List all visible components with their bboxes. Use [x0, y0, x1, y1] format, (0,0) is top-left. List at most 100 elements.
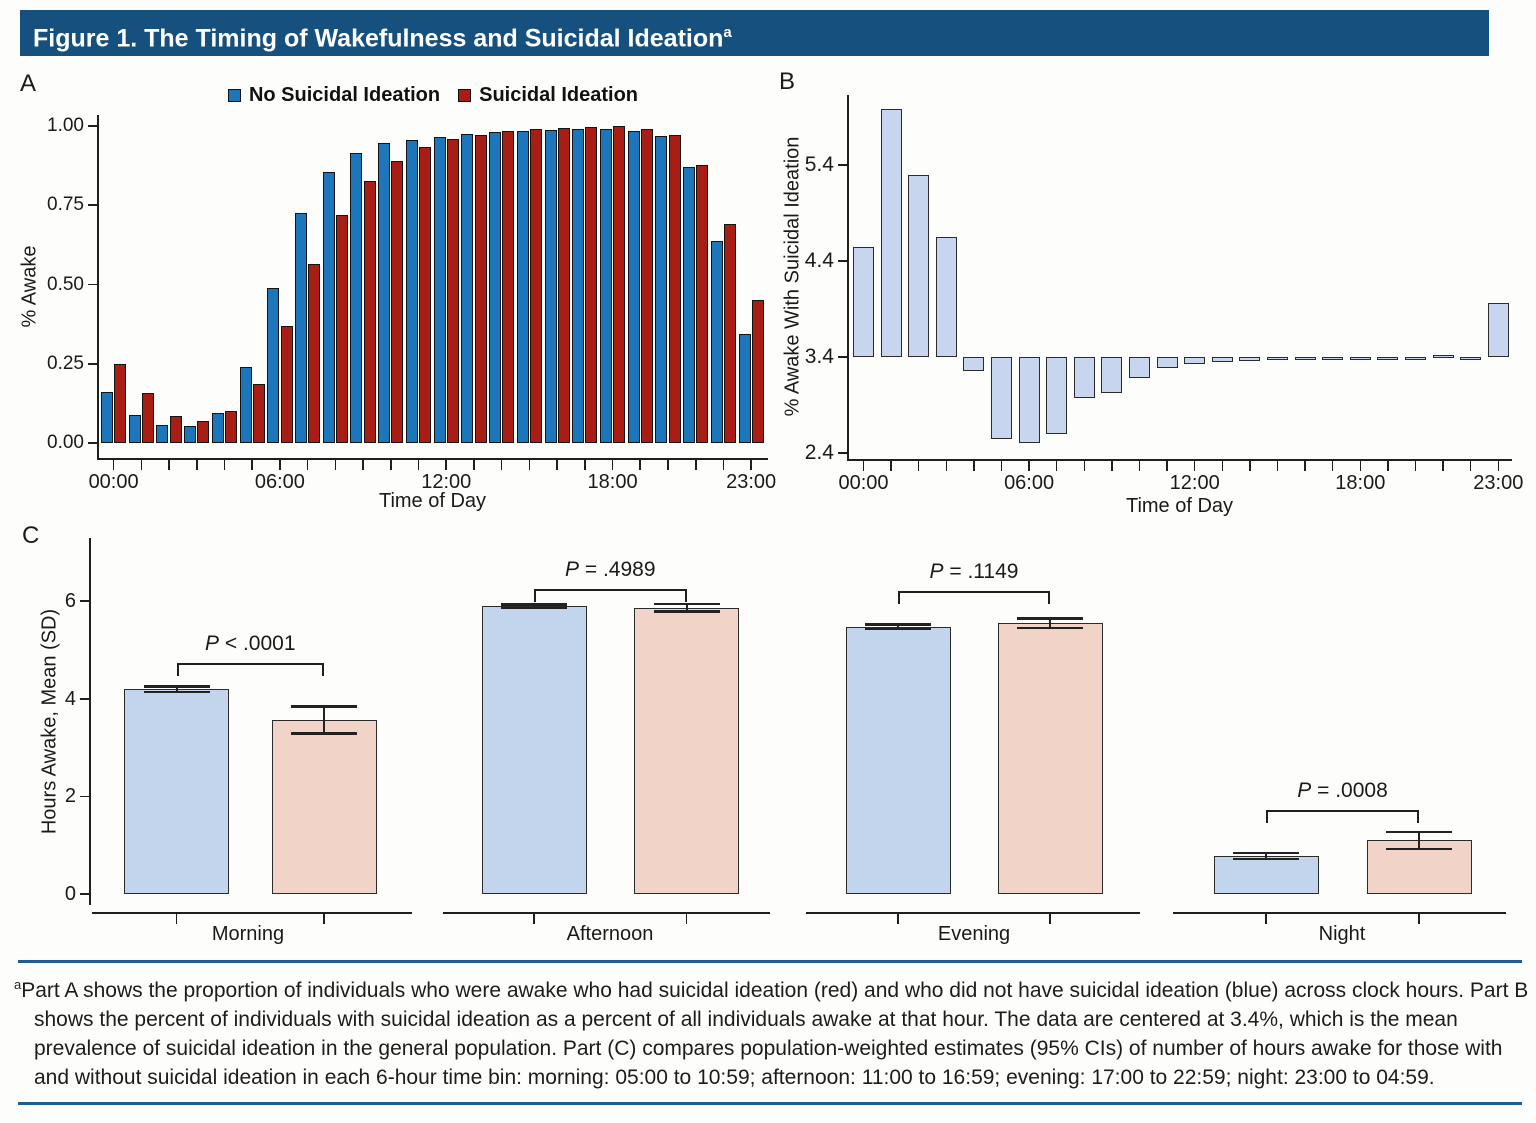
panel-b-x-tick-label: 00:00	[838, 472, 889, 494]
panel-a-y-tick-label: 0.25	[47, 352, 84, 374]
error-bar-cap-top	[501, 603, 567, 606]
bar-no-si-afternoon	[481, 606, 587, 894]
panel-b-x-tick	[1497, 459, 1500, 471]
bar-no-si-12:00	[433, 137, 446, 443]
panel-a-x-tick	[168, 458, 170, 470]
panel-a-y-tick-label: 0.50	[47, 273, 84, 295]
panel-b-x-tick	[1055, 459, 1058, 471]
panel-a-y-axis	[97, 115, 99, 458]
error-bar-cap-bottom	[865, 628, 931, 631]
panel-a-x-tick-label: 23:00	[726, 471, 777, 493]
panel-b-x-tick	[1221, 459, 1224, 471]
bar-si-05:00	[252, 384, 265, 443]
bar-no-si-01:00	[128, 415, 141, 443]
footnote-superscript: a	[14, 977, 22, 992]
bar-no-si-09:00	[350, 152, 363, 443]
panel-b-y-tick-label: 4.4	[804, 249, 834, 272]
p-value-label: P = .4989	[565, 558, 656, 581]
panel-a-x-tick	[722, 458, 725, 470]
bar-si-pct-16:00	[1294, 357, 1316, 360]
p-bracket-tick-left	[176, 663, 179, 677]
panel-a-x-axis-title: Time of Day	[378, 490, 487, 512]
panel-b-x-tick-label: 06:00	[1004, 472, 1055, 494]
error-bar-line	[1418, 832, 1420, 849]
panel-a-x-tick	[667, 458, 669, 470]
error-bar-cap-top	[1017, 617, 1083, 620]
bar-no-si-02:00	[156, 425, 169, 443]
bar-no-si-13:00	[461, 133, 474, 443]
panel-b-x-tick	[1469, 459, 1472, 471]
panel-b-x-tick	[1083, 459, 1086, 471]
panel-a-x-tick	[195, 458, 198, 470]
bar-si-03:00	[197, 420, 210, 443]
bar-no-si-evening	[845, 626, 951, 894]
bar-si-pct-01:00	[880, 109, 902, 357]
bar-si-18:00	[613, 126, 626, 443]
bar-si-10:00	[391, 160, 404, 443]
panel-b-x-tick-label: 12:00	[1169, 472, 1220, 494]
bar-no-si-15:00	[516, 130, 529, 443]
p-bracket	[1266, 810, 1419, 813]
panel-b-x-tick-label: 23:00	[1473, 472, 1524, 494]
error-bar-cap-bottom	[291, 732, 357, 735]
error-bar-line	[175, 686, 178, 692]
panel-a-y-axis-title: % Awake	[18, 245, 41, 328]
panel-b-x-axis-title: Time of Day	[1125, 495, 1234, 517]
bar-si-11:00	[419, 146, 432, 443]
panel-b-x-tick	[1000, 459, 1003, 471]
panel-b-y-tick-label: 3.4	[804, 345, 834, 368]
error-bar-line	[897, 624, 899, 629]
panel-a-y-tick	[88, 204, 97, 207]
bar-si-pct-21:00	[1432, 355, 1454, 358]
panel-b-x-tick	[1331, 459, 1334, 471]
p-bracket-tick-right	[1417, 810, 1419, 824]
p-bracket-tick-right	[1048, 591, 1050, 605]
error-bar-line	[533, 604, 535, 609]
panel-c-x-tick	[1049, 912, 1051, 924]
panel-c-y-tick	[80, 795, 89, 798]
panel-b-x-tick	[1276, 459, 1279, 471]
error-bar-cap-top	[143, 685, 210, 688]
panel-b-y-tick-label: 2.4	[804, 441, 834, 464]
panel-c-group-label: Morning	[211, 923, 285, 945]
bar-si-pct-03:00	[935, 237, 957, 357]
bar-si-pct-19:00	[1377, 357, 1399, 360]
bar-si-16:00	[557, 128, 570, 443]
panel-b-x-tick	[973, 459, 975, 471]
bar-si-morning	[271, 719, 377, 894]
bar-si-pct-11:00	[1156, 357, 1178, 368]
p-bracket-tick-right	[684, 589, 687, 602]
bar-si-09:00	[363, 181, 376, 443]
error-bar-cap-bottom	[1386, 847, 1452, 850]
panel-b-y-tick	[838, 452, 847, 454]
bar-no-si-00:00	[101, 392, 113, 443]
panel-a-x-tick	[639, 458, 642, 470]
panel-a-y-tick	[88, 283, 97, 286]
panel-a-x-tick	[445, 458, 448, 470]
error-bar-line	[1265, 853, 1267, 859]
panel-b-x-tick	[1166, 459, 1168, 471]
bar-si-pct-08:00	[1073, 357, 1095, 399]
panel-b-x-tick	[1359, 459, 1362, 471]
panel-c-x-tick	[1265, 912, 1267, 924]
bar-no-si-03:00	[184, 426, 197, 443]
panel-a-x-tick	[473, 458, 475, 470]
panel-c-y-tick	[80, 893, 89, 895]
error-bar-cap-bottom	[143, 690, 210, 694]
error-bar-line	[1049, 618, 1051, 629]
bar-no-si-morning	[124, 689, 229, 894]
panel-a-y-tick-label: 1.00	[47, 115, 84, 136]
bar-no-si-23:00	[738, 333, 751, 443]
bar-si-pct-09:00	[1101, 357, 1123, 393]
panel-c-x-tick	[685, 912, 688, 924]
bar-si-pct-04:00	[963, 357, 985, 372]
bar-si-pct-02:00	[908, 174, 930, 357]
panel-b-x-tick	[862, 459, 865, 471]
panel-c-x-tick	[533, 912, 535, 924]
panel-c-y-tick-label: 4	[64, 687, 76, 710]
p-value-label: P = .0008	[1297, 779, 1388, 803]
bar-no-si-17:00	[572, 129, 585, 443]
panel-a-y-tick-label: 0.00	[47, 432, 84, 453]
bar-si-13:00	[474, 134, 487, 443]
bar-si-pct-18:00	[1349, 357, 1371, 360]
